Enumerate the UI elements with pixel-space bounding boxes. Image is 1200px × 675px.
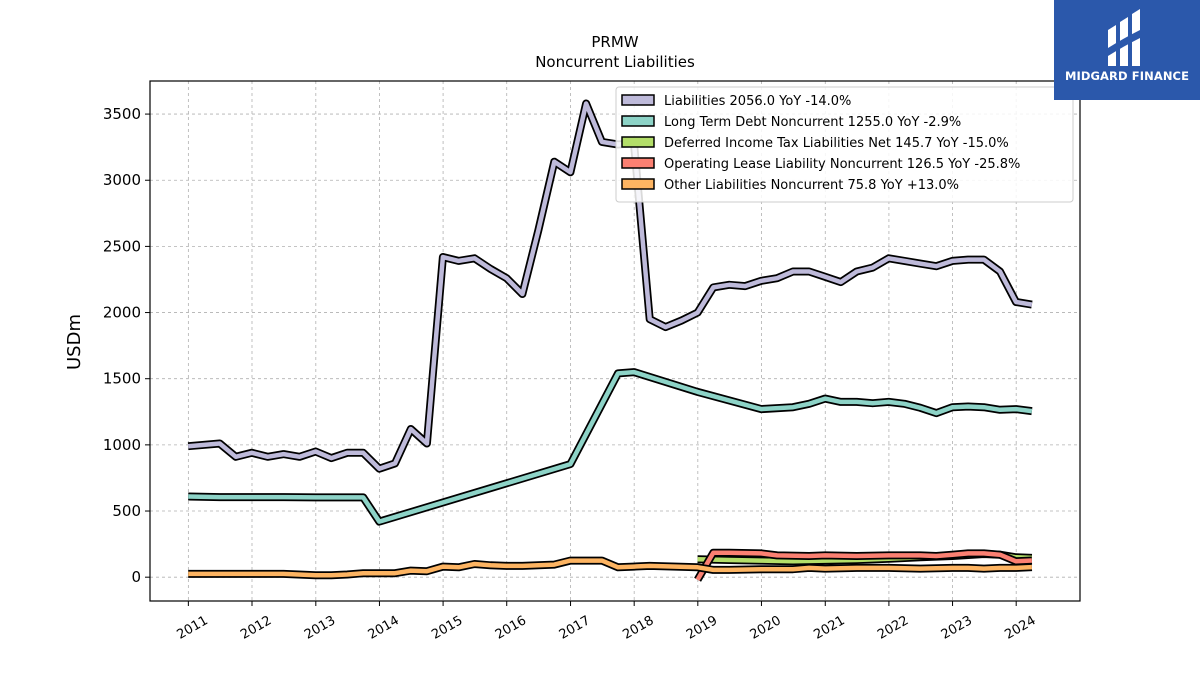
legend-label: Liabilities 2056.0 YoY -14.0%	[664, 94, 851, 109]
series-3	[694, 548, 1033, 582]
y-tick-label: 2500	[103, 237, 141, 255]
legend-label: Other Liabilities Noncurrent 75.8 YoY +1…	[664, 178, 959, 193]
series-layer	[187, 99, 1033, 582]
legend-swatch	[621, 115, 655, 127]
y-tick-label: 2000	[103, 304, 141, 322]
legend-box	[615, 86, 1074, 203]
x-tick-label: 2017	[557, 613, 593, 643]
legend-swatch	[621, 136, 655, 148]
y-tick-label: 0	[131, 568, 141, 586]
x-axis: 2011 2012 2013 2014 2015 2016 2017 2018 2019 2020…	[175, 601, 1039, 643]
plot-frame	[149, 80, 1081, 602]
legend-label: Deferred Income Tax Liabilities Net 145.…	[664, 136, 1009, 151]
x-tick-label: 2012	[238, 613, 274, 643]
x-tick-label: 2024	[1002, 613, 1038, 643]
x-tick-label: 2023	[939, 613, 975, 643]
chart-title: PRMW	[591, 33, 638, 51]
x-tick-label: 2022	[875, 613, 911, 643]
y-tick-label: 500	[112, 502, 141, 520]
y-tick-label: 1000	[103, 436, 141, 454]
x-tick-label: 2011	[175, 613, 211, 643]
legend-swatch	[621, 157, 655, 169]
series-1	[188, 368, 1033, 526]
legend-label: Long Term Debt Noncurrent 1255.0 YoY -2.…	[664, 115, 961, 130]
midgard-finance-logo: MIDGARD FINANCE	[1054, 0, 1200, 100]
y-axis-label: USDm	[64, 314, 85, 370]
logo-text: MIDGARD FINANCE	[1064, 69, 1190, 83]
series-line	[188, 369, 1033, 524]
x-tick-label: 2014	[366, 613, 402, 643]
legend: Liabilities 2056.0 YoY -14.0% Long Term D…	[615, 86, 1074, 203]
x-tick-label: 2020	[748, 613, 784, 643]
chart-subtitle: Noncurrent Liabilities	[535, 53, 695, 71]
y-tick-label: 3500	[103, 105, 141, 123]
x-tick-label: 2015	[429, 613, 465, 643]
series-4	[188, 556, 1033, 580]
y-tick-label: 3000	[103, 171, 141, 189]
y-tick-label: 1500	[103, 370, 141, 388]
x-tick-label: 2019	[684, 613, 720, 643]
series-line	[188, 558, 1033, 578]
legend-swatch	[621, 94, 655, 106]
x-tick-label: 2016	[493, 613, 529, 643]
series-line	[695, 550, 1033, 581]
legend-label: Operating Lease Liability Noncurrent 126…	[664, 157, 1020, 172]
midgard-finance-logo-icon	[1108, 9, 1140, 66]
x-tick-label: 2018	[620, 613, 656, 643]
x-tick-label: 2021	[811, 613, 847, 643]
legend-swatch	[621, 178, 655, 190]
x-tick-label: 2013	[302, 613, 338, 643]
y-axis: 0 500 1000 1500 2000 2500 3000 3500	[103, 105, 150, 586]
